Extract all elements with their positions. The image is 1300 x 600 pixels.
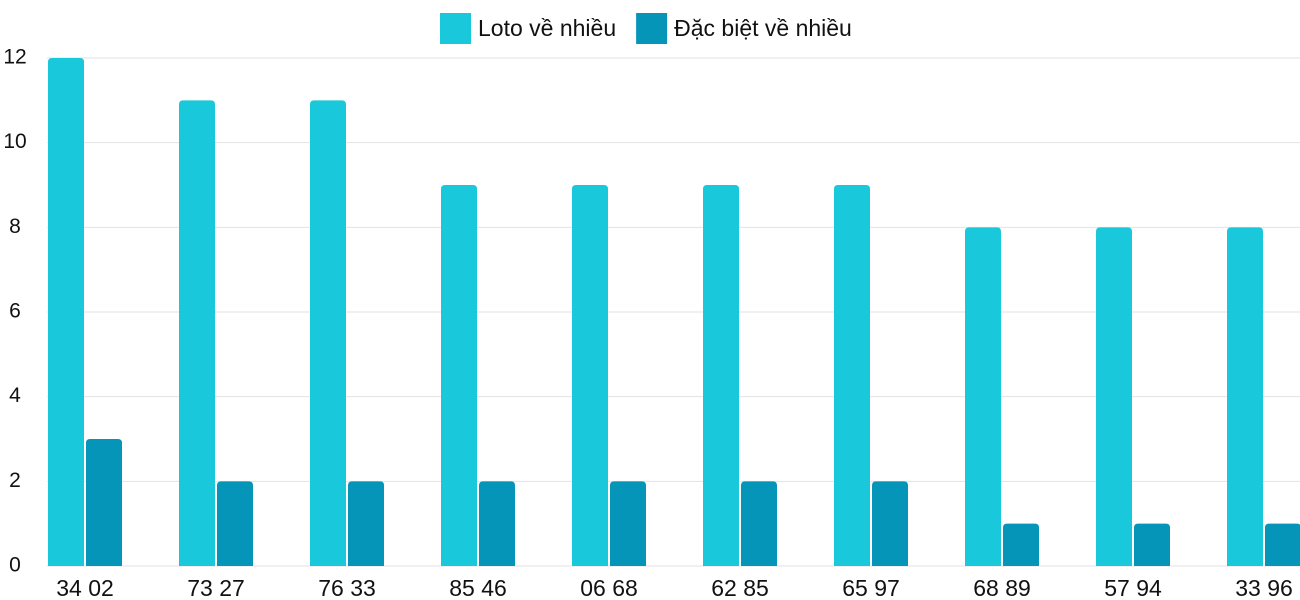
legend-label: Đặc biệt về nhiều xyxy=(674,15,852,41)
bar xyxy=(86,439,122,566)
y-tick-label: 12 xyxy=(3,46,26,69)
bar xyxy=(834,185,870,566)
bar xyxy=(1003,523,1039,566)
bar xyxy=(1265,523,1300,566)
x-tick-label: 62 85 xyxy=(711,575,769,600)
legend-swatch xyxy=(636,13,668,44)
x-tick-label: 57 94 xyxy=(1104,575,1162,600)
bar xyxy=(48,58,84,566)
bar xyxy=(441,185,477,566)
bar xyxy=(217,481,253,566)
bar xyxy=(1227,227,1263,567)
y-tick-label: 10 xyxy=(3,130,26,153)
y-tick-label: 2 xyxy=(9,469,21,492)
x-tick-label: 85 46 xyxy=(449,575,507,600)
bar xyxy=(179,100,215,566)
legend-swatch xyxy=(440,13,471,44)
bar xyxy=(965,227,1001,567)
bar xyxy=(1096,227,1132,567)
bar xyxy=(1134,523,1170,566)
bar xyxy=(348,481,384,566)
y-tick-label: 4 xyxy=(9,384,21,407)
x-tick-label: 34 02 xyxy=(56,575,114,600)
bar xyxy=(610,481,646,566)
legend-label: Loto về nhiều xyxy=(478,15,616,41)
x-tick-label: 65 97 xyxy=(842,575,900,600)
y-tick-label: 6 xyxy=(9,300,21,323)
bar xyxy=(741,481,777,566)
bar xyxy=(479,481,515,566)
x-tick-label: 68 89 xyxy=(973,575,1031,600)
x-tick-label: 76 33 xyxy=(318,575,376,600)
x-tick-label: 06 68 xyxy=(580,575,638,600)
y-tick-label: 8 xyxy=(9,215,21,238)
bar xyxy=(310,100,346,566)
bar xyxy=(872,481,908,566)
y-tick-label: 0 xyxy=(9,554,21,577)
x-tick-label: 73 27 xyxy=(187,575,245,600)
bar xyxy=(572,185,608,566)
bar xyxy=(703,185,739,566)
x-tick-label: 33 96 xyxy=(1235,575,1293,600)
